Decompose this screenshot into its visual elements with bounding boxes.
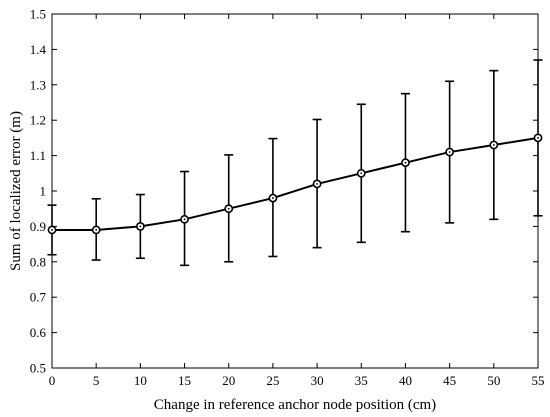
x-tick-label: 10 [134, 373, 147, 388]
data-point-center [492, 144, 495, 146]
x-tick-label: 45 [443, 373, 456, 388]
data-point-center [360, 172, 363, 175]
data-point-center [95, 229, 98, 231]
y-tick-label: 1 [40, 184, 47, 199]
x-tick-label: 5 [93, 373, 100, 388]
y-axis-label: Sum of localized error (m) [8, 111, 24, 271]
x-axis-label: Change in reference anchor node position… [154, 397, 436, 413]
y-tick-label: 1.1 [30, 148, 46, 163]
data-point-center [51, 229, 53, 231]
y-tick-label: 1.4 [30, 42, 47, 57]
x-tick-label: 35 [355, 373, 368, 388]
y-axis: 0.5 0.6 0.7 0.8 0.9 1 1.1 1.2 1.3 1.4 1.5 [30, 7, 538, 376]
x-tick-label: 30 [311, 373, 324, 388]
y-tick-label: 0.6 [30, 325, 47, 340]
data-point-center [537, 137, 539, 139]
data-point-center [183, 218, 186, 221]
data-point-center [227, 207, 230, 210]
x-axis: 0 5 10 15 20 25 30 35 40 45 50 55 [49, 14, 545, 388]
y-tick-label: 1.2 [30, 113, 46, 128]
data-point-center [316, 183, 318, 185]
x-tick-label: 40 [399, 373, 412, 388]
y-tick-label: 0.9 [30, 219, 46, 234]
y-tick-label: 1.5 [30, 7, 46, 22]
x-tick-label: 20 [222, 373, 235, 388]
data-markers [47, 133, 543, 235]
y-tick-label: 0.7 [30, 290, 47, 305]
x-tick-label: 55 [532, 373, 545, 388]
data-point-center [404, 161, 407, 164]
x-tick-label: 50 [487, 373, 500, 388]
series-line [52, 136, 539, 231]
data-point-center [448, 151, 451, 153]
x-tick-label: 25 [266, 373, 279, 388]
y-tick-label: 0.8 [30, 254, 46, 269]
y-tick-label: 1.3 [30, 77, 46, 92]
x-tick-label: 0 [49, 373, 56, 388]
x-tick-label: 15 [178, 373, 191, 388]
data-point-center [272, 197, 274, 199]
y-tick-label: 0.5 [30, 361, 46, 376]
data-point-center [139, 225, 142, 228]
